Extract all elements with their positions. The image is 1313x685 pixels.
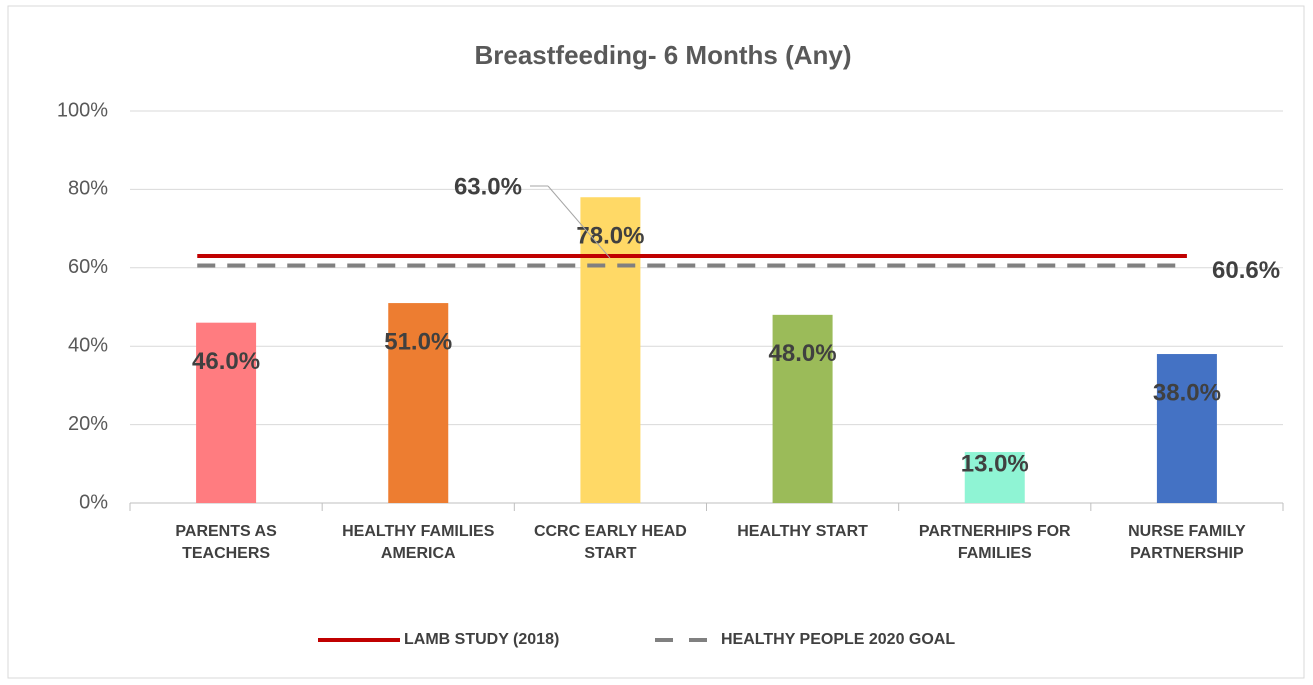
- x-tick-label: HEALTHY FAMILIES AMERICA: [342, 523, 495, 562]
- bar: [964, 452, 1025, 503]
- data-label: 13.0%: [961, 450, 1029, 477]
- y-tick-label: 20%: [68, 413, 108, 435]
- x-tick-label: NURSE FAMILY PARTNERSHIP: [1128, 523, 1246, 562]
- data-label: 51.0%: [384, 328, 452, 355]
- x-tick-label: HEALTHY START: [737, 523, 868, 540]
- x-tick-label: PARENTS AS TEACHERS: [175, 523, 277, 562]
- y-tick-label: 40%: [68, 334, 108, 356]
- y-tick-label: 100%: [57, 99, 108, 121]
- data-label: 48.0%: [769, 340, 837, 367]
- leader-line: [547, 185, 611, 259]
- bar: [580, 197, 641, 504]
- data-label: 46.0%: [192, 348, 260, 375]
- chart-title: Breastfeeding- 6 Months (Any): [474, 40, 851, 70]
- bar: [1156, 354, 1217, 503]
- bar: [772, 314, 833, 503]
- line-label: 63.0%: [454, 173, 522, 200]
- y-tick-label: 60%: [68, 256, 108, 278]
- y-tick-label: 0%: [79, 491, 108, 513]
- x-tick-label: CCRC EARLY HEAD START: [533, 523, 687, 562]
- x-tick-label: PARTNERHIPS FOR FAMILIES: [918, 523, 1071, 562]
- data-label: 38.0%: [1153, 379, 1221, 406]
- line-label: 60.6%: [1212, 257, 1280, 284]
- bar: [196, 322, 257, 503]
- legend-label: HEALTHY PEOPLE 2020 GOAL: [721, 631, 955, 648]
- y-tick-label: 80%: [68, 178, 108, 200]
- bar: [388, 303, 449, 503]
- data-label: 78.0%: [576, 223, 644, 250]
- legend-label: LAMB STUDY (2018): [404, 631, 559, 648]
